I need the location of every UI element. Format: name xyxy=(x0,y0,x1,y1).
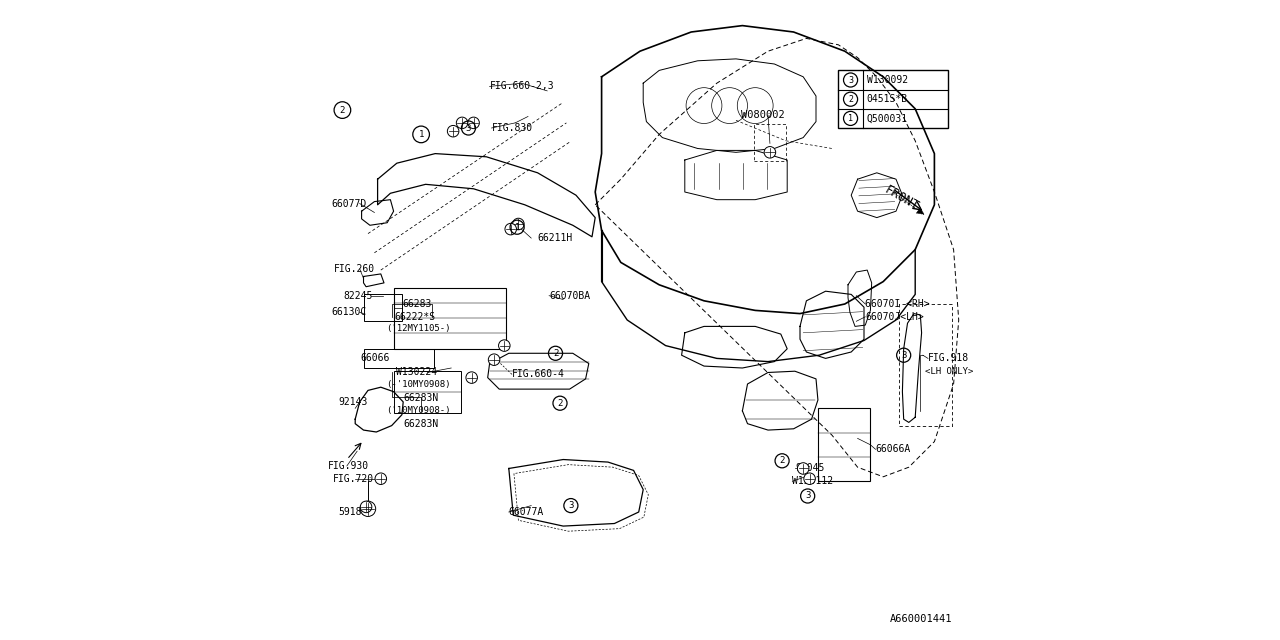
Text: 66130C: 66130C xyxy=(332,307,367,317)
Text: 66283: 66283 xyxy=(402,299,431,309)
Circle shape xyxy=(489,354,500,365)
Circle shape xyxy=(466,372,477,383)
Circle shape xyxy=(506,223,517,235)
Bar xyxy=(838,70,948,128)
Text: 82245: 82245 xyxy=(343,291,372,301)
Text: 92143: 92143 xyxy=(338,397,367,407)
Text: 66070BA: 66070BA xyxy=(549,291,590,301)
Text: FIG.830: FIG.830 xyxy=(492,123,532,133)
Text: 2: 2 xyxy=(553,349,558,358)
Bar xyxy=(394,371,461,413)
Text: Q500031: Q500031 xyxy=(867,113,908,124)
Text: (-'10MY0908): (-'10MY0908) xyxy=(387,380,451,388)
Text: 1: 1 xyxy=(419,130,424,139)
Text: 66077A: 66077A xyxy=(508,507,544,517)
Circle shape xyxy=(375,473,387,484)
Circle shape xyxy=(361,501,376,516)
Text: 2: 2 xyxy=(849,95,852,104)
Text: 3: 3 xyxy=(466,124,471,132)
Bar xyxy=(394,288,506,349)
Text: 66283N: 66283N xyxy=(403,419,439,429)
Text: 66211H: 66211H xyxy=(538,233,573,243)
Circle shape xyxy=(498,340,509,351)
Text: W130112: W130112 xyxy=(792,476,833,486)
Text: 66077D: 66077D xyxy=(332,198,367,209)
Text: A660001441: A660001441 xyxy=(890,614,952,624)
Circle shape xyxy=(448,125,460,137)
Circle shape xyxy=(797,463,809,474)
Circle shape xyxy=(804,473,815,484)
Text: 3: 3 xyxy=(568,501,573,510)
Text: FIG.660-4: FIG.660-4 xyxy=(512,369,564,380)
Text: 66066A: 66066A xyxy=(876,444,911,454)
Text: ('12MY1105-): ('12MY1105-) xyxy=(387,324,451,333)
Text: 1: 1 xyxy=(849,114,852,123)
Text: FIG.720: FIG.720 xyxy=(333,474,374,484)
Bar xyxy=(818,408,870,481)
Text: W080002: W080002 xyxy=(741,110,785,120)
Bar xyxy=(364,294,402,321)
Bar xyxy=(364,349,434,368)
Text: 99045: 99045 xyxy=(795,463,824,474)
Text: 66222*S: 66222*S xyxy=(394,312,435,322)
Text: <LH ONLY>: <LH ONLY> xyxy=(925,367,974,376)
Text: ('10MY0908-): ('10MY0908-) xyxy=(387,406,451,415)
Text: W130092: W130092 xyxy=(867,75,908,85)
Circle shape xyxy=(457,117,468,129)
Circle shape xyxy=(764,147,776,158)
Circle shape xyxy=(361,501,371,513)
Text: FIG.660-2,3: FIG.660-2,3 xyxy=(490,81,554,92)
Text: 66066: 66066 xyxy=(361,353,389,364)
Text: FIG.930: FIG.930 xyxy=(328,461,369,471)
Text: 1: 1 xyxy=(515,223,520,232)
Text: 66070I <RH>: 66070I <RH> xyxy=(865,299,929,309)
Circle shape xyxy=(468,117,480,129)
Text: 2: 2 xyxy=(339,106,346,115)
Text: 0451S*B: 0451S*B xyxy=(867,94,908,104)
Text: 3: 3 xyxy=(901,351,906,360)
Text: 66070J<LH>: 66070J<LH> xyxy=(865,312,924,322)
Text: FIG.260: FIG.260 xyxy=(334,264,375,274)
Text: 66283N: 66283N xyxy=(403,393,439,403)
Text: W130224: W130224 xyxy=(396,367,436,378)
Text: 2: 2 xyxy=(780,456,785,465)
Text: FRONT: FRONT xyxy=(882,184,920,213)
Text: 2: 2 xyxy=(557,399,563,408)
Circle shape xyxy=(512,218,525,230)
Text: 3: 3 xyxy=(849,76,852,84)
Text: 3: 3 xyxy=(805,492,810,500)
Text: 59185: 59185 xyxy=(338,507,367,517)
Text: FIG.918: FIG.918 xyxy=(928,353,969,364)
